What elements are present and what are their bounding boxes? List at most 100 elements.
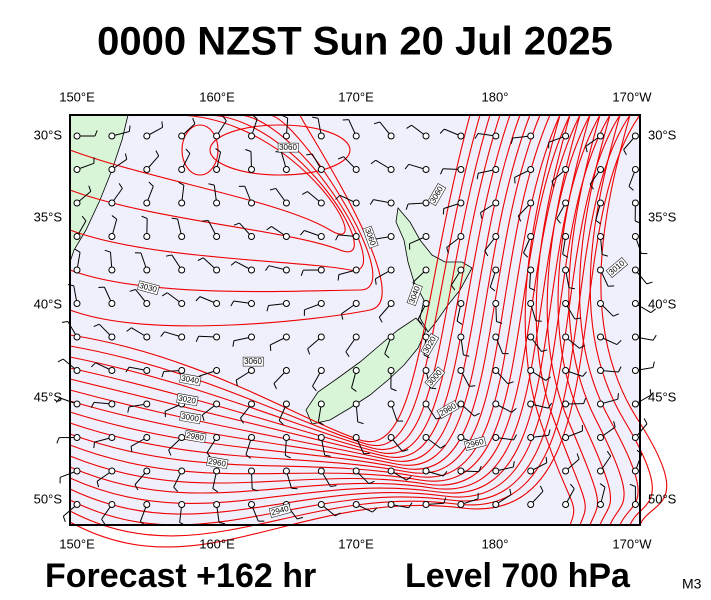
barb-feather xyxy=(235,379,238,387)
land xyxy=(69,114,473,425)
station xyxy=(631,367,639,374)
barb-feather xyxy=(161,121,164,128)
south-island xyxy=(305,317,427,425)
barb-feather xyxy=(312,385,317,392)
station xyxy=(562,166,570,173)
contour-label: 2960 xyxy=(208,457,228,469)
lon-label-top: 150°E xyxy=(59,89,95,104)
barb-feather xyxy=(545,376,551,381)
barb-feather xyxy=(104,249,111,253)
lat-label-left: 50°S xyxy=(34,491,63,506)
map-frame xyxy=(69,114,641,526)
station xyxy=(248,400,255,408)
station xyxy=(492,132,500,140)
barb-feather xyxy=(266,226,272,231)
barb-feather xyxy=(463,354,470,357)
barb-feather xyxy=(496,321,503,324)
station xyxy=(422,434,430,441)
barb-feather xyxy=(406,124,412,129)
barb-feather xyxy=(440,168,444,175)
station xyxy=(178,266,186,274)
barb-feather xyxy=(442,470,448,477)
barb-feather xyxy=(330,484,337,487)
barb-feather xyxy=(285,455,291,459)
station xyxy=(178,233,186,240)
barb-feather xyxy=(517,215,522,222)
station xyxy=(457,266,465,274)
station xyxy=(352,166,360,173)
station xyxy=(597,266,604,274)
station xyxy=(352,266,360,274)
barb-feather xyxy=(312,116,319,119)
station xyxy=(527,166,535,173)
barb-feather xyxy=(541,349,548,352)
barb-feather xyxy=(456,320,463,325)
station xyxy=(457,367,465,374)
barb-feather xyxy=(233,222,240,226)
station xyxy=(562,467,570,475)
barb-feather xyxy=(81,215,87,222)
barb-feather xyxy=(141,215,148,219)
station xyxy=(143,501,151,508)
contour-label-box xyxy=(268,503,292,518)
barb-feather xyxy=(589,183,594,190)
barb-feather xyxy=(474,133,479,139)
barb-feather xyxy=(511,408,517,413)
barb-feather xyxy=(357,421,364,425)
station xyxy=(597,467,604,475)
station xyxy=(178,434,186,441)
station xyxy=(143,400,151,408)
station xyxy=(213,367,221,374)
station xyxy=(108,434,116,441)
model-label: M3 xyxy=(682,576,702,592)
lon-label-bottom: 180° xyxy=(482,536,509,551)
station xyxy=(73,400,81,408)
barb-feather xyxy=(585,146,588,153)
station xyxy=(422,199,430,207)
station xyxy=(73,233,81,240)
barb-feather xyxy=(351,387,357,392)
barb-feather xyxy=(646,281,653,285)
station xyxy=(597,434,604,441)
contour-label-box xyxy=(605,257,628,278)
barb-feather xyxy=(269,344,272,351)
barb-feather xyxy=(576,453,580,460)
station xyxy=(317,333,325,341)
station xyxy=(527,132,535,140)
station xyxy=(597,367,604,374)
contour xyxy=(557,114,612,526)
barb-feather xyxy=(335,194,341,200)
barb-feather xyxy=(165,254,172,257)
axes: 150°E 150°E 160°E 160°E 170°E 170°E 180° 180° 17… xyxy=(34,89,677,551)
station xyxy=(248,367,255,374)
barb-feather xyxy=(124,153,128,160)
station xyxy=(213,199,221,207)
contour-label-box xyxy=(427,183,447,206)
barb-feather xyxy=(440,444,446,449)
station xyxy=(352,501,360,508)
station xyxy=(457,132,465,140)
lat-label-right: 35°S xyxy=(648,209,677,224)
station xyxy=(73,434,81,441)
station xyxy=(457,300,465,307)
station xyxy=(387,434,395,441)
station xyxy=(282,333,290,341)
barb-feather xyxy=(57,358,64,363)
station xyxy=(597,400,604,408)
lon-label-top: 170°E xyxy=(338,89,374,104)
station xyxy=(317,367,325,374)
contour xyxy=(69,114,631,537)
barb-feather xyxy=(94,130,98,137)
barb-feather xyxy=(127,406,130,413)
station xyxy=(213,467,221,475)
station xyxy=(597,300,604,307)
station xyxy=(387,132,395,140)
barb-feather xyxy=(197,257,204,261)
north-island xyxy=(395,207,473,333)
station xyxy=(73,367,81,374)
contour xyxy=(209,124,351,176)
station xyxy=(282,300,290,307)
station xyxy=(492,300,500,307)
barb-feather xyxy=(539,485,544,492)
station xyxy=(282,434,290,441)
